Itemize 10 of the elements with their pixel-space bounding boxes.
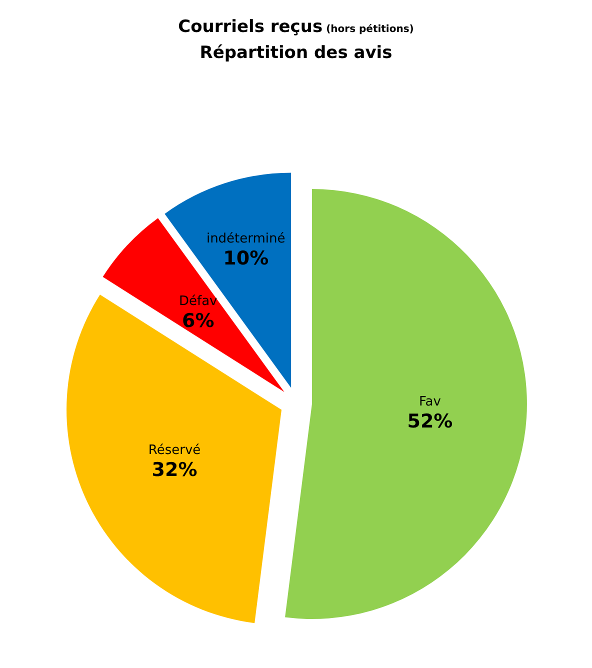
slice-label: indéterminé [206, 232, 286, 247]
data-label: 52% [407, 410, 453, 432]
chart-title: Courriels reçus (hors pétitions) [178, 17, 414, 37]
data-label: 6% [182, 310, 214, 332]
data-label: 32% [152, 459, 198, 482]
chart-subtitle: Répartition des avis [200, 43, 392, 63]
slice-label: Fav [419, 394, 442, 410]
slice-label: Défav [179, 294, 218, 310]
slice-label: Réservé [148, 443, 201, 458]
data-label: 10% [223, 248, 269, 270]
